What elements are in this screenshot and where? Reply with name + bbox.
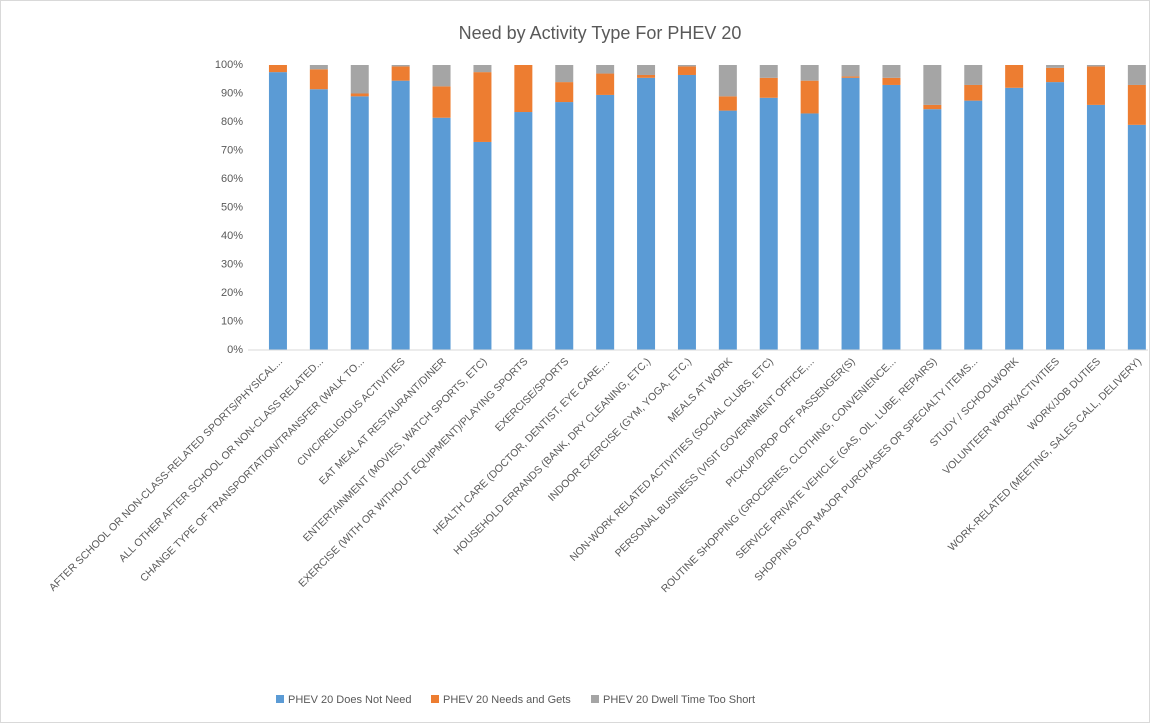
legend-label: PHEV 20 Does Not Need xyxy=(288,694,412,706)
bar-segment xyxy=(391,66,410,81)
y-tick-label: 70% xyxy=(221,144,243,156)
bar-segment xyxy=(596,73,615,95)
bar-segment xyxy=(800,80,819,114)
y-tick-label: 10% xyxy=(221,315,243,327)
bar-segment xyxy=(759,65,778,78)
legend-swatch xyxy=(431,695,439,703)
bar-segment xyxy=(473,72,492,142)
chart-title: Need by Activity Type For PHEV 20 xyxy=(459,23,742,43)
y-tick-label: 100% xyxy=(215,59,243,71)
bar-segment xyxy=(841,76,860,78)
bar-segment xyxy=(309,89,328,350)
y-tick-label: 60% xyxy=(221,173,243,185)
bar-segment xyxy=(677,74,696,350)
legend-swatch xyxy=(276,695,284,703)
bar-segment xyxy=(391,65,410,67)
bar-segment xyxy=(1127,84,1146,125)
bar-segment xyxy=(514,65,533,113)
y-tick-label: 0% xyxy=(227,344,243,356)
bar-segment xyxy=(1086,66,1105,105)
legend-label: PHEV 20 Dwell Time Too Short xyxy=(603,694,755,706)
bar-segment xyxy=(637,74,656,78)
bar-segment xyxy=(841,77,860,350)
y-tick-label: 40% xyxy=(221,230,243,242)
bar-segment xyxy=(882,84,901,350)
y-tick-label: 90% xyxy=(221,87,243,99)
bar-segment xyxy=(1127,65,1146,85)
bar-segment xyxy=(964,100,983,350)
bar-segment xyxy=(514,112,533,351)
bar-segment xyxy=(1005,87,1024,351)
bar-segment xyxy=(882,65,901,78)
bar-segment xyxy=(555,65,574,83)
bar-segment xyxy=(391,80,410,351)
bar-segment xyxy=(923,109,942,350)
bar-segment xyxy=(432,86,451,118)
bar-segment xyxy=(268,72,287,350)
bar-segment xyxy=(1046,65,1065,68)
bar-segment xyxy=(718,96,737,111)
bar-segment xyxy=(759,97,778,351)
bar-segment xyxy=(432,65,451,87)
bar-segment xyxy=(350,96,369,350)
bar-segment xyxy=(759,77,778,98)
legend-swatch xyxy=(591,695,599,703)
bar-segment xyxy=(555,102,574,350)
bar-segment xyxy=(350,93,369,97)
bar-segment xyxy=(268,65,287,73)
bar-segment xyxy=(964,84,983,101)
bar-segment xyxy=(1086,104,1105,351)
y-tick-label: 30% xyxy=(221,258,243,270)
bar-segment xyxy=(841,65,860,77)
bar-segment xyxy=(637,77,656,350)
bar-segment xyxy=(1127,124,1146,350)
bar-segment xyxy=(432,117,451,350)
bar-segment xyxy=(882,77,901,85)
bar-segment xyxy=(800,65,819,81)
bar-segment xyxy=(923,104,942,110)
bar-segment xyxy=(309,69,328,90)
y-tick-label: 80% xyxy=(221,116,243,128)
bar-segment xyxy=(677,66,696,75)
bar-segment xyxy=(555,82,574,103)
bar-segment xyxy=(473,65,492,73)
y-tick-label: 50% xyxy=(221,201,243,213)
bar-segment xyxy=(923,65,942,105)
bar-segment xyxy=(596,65,615,74)
y-tick-label: 20% xyxy=(221,287,243,299)
bar-segment xyxy=(677,65,696,67)
bar-segment xyxy=(718,65,737,97)
bar-segment xyxy=(1046,82,1065,350)
bar-segment xyxy=(718,110,737,350)
bar-segment xyxy=(473,141,492,350)
bar-segment xyxy=(1086,65,1105,67)
legend-label: PHEV 20 Needs and Gets xyxy=(443,694,571,706)
bar-segment xyxy=(637,65,656,75)
bar-segment xyxy=(350,65,369,94)
bar-segment xyxy=(1005,65,1024,88)
bar-segment xyxy=(800,113,819,350)
bar-segment xyxy=(596,94,615,350)
bar-segment xyxy=(309,65,328,70)
bar-segment xyxy=(1046,67,1065,83)
bar-segment xyxy=(964,65,983,85)
